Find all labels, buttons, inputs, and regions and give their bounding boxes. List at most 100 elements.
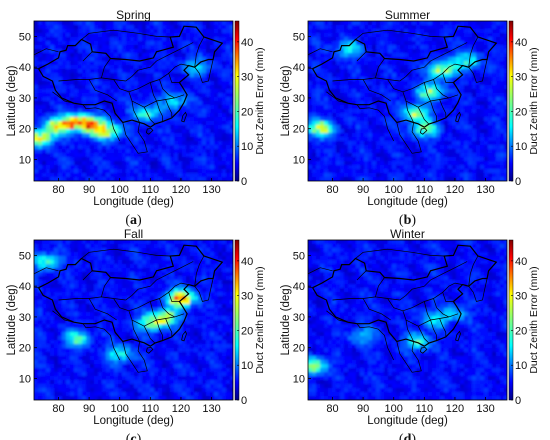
neighbor-border	[468, 59, 488, 83]
panel-letter: (d)	[399, 432, 416, 440]
island-border	[419, 346, 428, 354]
neighbor-border	[52, 91, 74, 104]
x-axis-label: Longitude (deg)	[367, 196, 448, 208]
province-border	[168, 292, 180, 302]
panel-title: Summer	[385, 8, 430, 22]
neighbor-border	[308, 48, 333, 56]
x-tick-label: 120	[446, 184, 464, 196]
province-border	[174, 63, 189, 68]
island-border	[145, 127, 154, 135]
y-tick-label: 40	[293, 62, 305, 74]
neighbor-border	[82, 104, 121, 142]
island-border	[455, 111, 461, 123]
island-border	[181, 330, 187, 342]
neighbor-border	[81, 29, 171, 40]
x-tick-label: 110	[416, 184, 434, 196]
x-tick-label: 130	[476, 184, 494, 196]
island-border	[455, 330, 461, 342]
colorbar-tick-label: 10	[241, 141, 253, 153]
y-tick-label: 50	[19, 250, 31, 262]
province-border	[375, 58, 385, 78]
province-border	[433, 298, 449, 318]
colorbar-tick-label: 30	[515, 72, 527, 84]
neighbor-border	[326, 310, 348, 323]
province-border	[387, 79, 413, 93]
country-border	[312, 244, 498, 347]
x-tick-label: 110	[142, 184, 160, 196]
x-axis-label: Longitude (deg)	[93, 196, 174, 208]
province-border	[448, 282, 463, 287]
colorbar-tick-label: 0	[515, 395, 521, 407]
province-border	[332, 77, 400, 82]
colorbar-tick-label: 30	[515, 291, 527, 303]
colorbar-label: Duct Zenith Error (mm)	[528, 47, 540, 154]
y-tick-label: 20	[293, 343, 305, 355]
neighbor-border	[52, 310, 74, 323]
panel-letter: (b)	[399, 213, 416, 228]
x-tick-label: 80	[52, 184, 64, 196]
x-tick-label: 90	[357, 403, 369, 415]
province-border	[174, 282, 189, 287]
colorbar-tick-label: 0	[241, 176, 247, 188]
colorbar-tick-label: 20	[241, 325, 253, 337]
x-tick-label: 90	[83, 184, 95, 196]
colorbar-tick-label: 10	[515, 360, 527, 372]
colorbar-tick-label: 40	[241, 256, 253, 268]
boundary-lines	[34, 244, 224, 373]
province-border	[82, 270, 93, 281]
province-border	[411, 66, 450, 90]
y-tick-label: 20	[293, 124, 305, 136]
province-border	[156, 319, 163, 341]
province-border	[439, 318, 447, 337]
province-border	[159, 298, 175, 318]
x-tick-label: 120	[446, 403, 464, 415]
province-border	[137, 285, 176, 309]
colorbar-tick-label: 10	[241, 360, 253, 372]
x-tick-label: 100	[111, 403, 129, 415]
y-tick-label: 30	[19, 93, 31, 105]
province-border	[165, 99, 173, 118]
x-tick-label: 100	[385, 403, 403, 415]
province-border	[125, 279, 157, 301]
colorbar-tick-label: 20	[241, 106, 253, 118]
heatmap-cells	[34, 21, 233, 181]
neighbor-border	[81, 248, 171, 259]
province-border	[113, 298, 139, 312]
province-border	[144, 94, 185, 108]
x-tick-label: 80	[52, 403, 64, 415]
neighbor-border	[82, 323, 121, 361]
province-border	[131, 319, 140, 342]
province-border	[423, 82, 431, 102]
neighbor-border	[356, 323, 395, 361]
province-border	[418, 313, 459, 327]
province-border	[128, 91, 145, 108]
heatmap-field	[34, 21, 233, 181]
x-axis-label: Longitude (deg)	[93, 415, 174, 427]
y-tick-label: 10	[293, 154, 305, 166]
y-tick-label: 10	[293, 373, 305, 385]
y-tick-label: 40	[293, 281, 305, 293]
province-border	[165, 318, 173, 337]
neighbor-border	[122, 341, 148, 373]
province-border	[113, 79, 139, 93]
colorbar-tick-label: 20	[515, 325, 527, 337]
y-tick-label: 20	[19, 343, 31, 355]
x-tick-label: 130	[202, 403, 220, 415]
province-border	[101, 58, 111, 78]
axes-frame	[307, 239, 508, 401]
y-tick-label: 50	[293, 31, 305, 43]
province-border	[423, 301, 431, 321]
province-border	[125, 60, 157, 82]
province-border	[144, 313, 185, 327]
province-border	[332, 296, 400, 301]
colorbar-tick-label: 40	[241, 37, 253, 49]
panel-letter: (c)	[126, 432, 142, 440]
y-axis-label: Latitude (deg)	[280, 65, 292, 136]
province-border	[468, 36, 479, 68]
neighbor-border	[34, 286, 39, 289]
province-border	[356, 51, 367, 62]
